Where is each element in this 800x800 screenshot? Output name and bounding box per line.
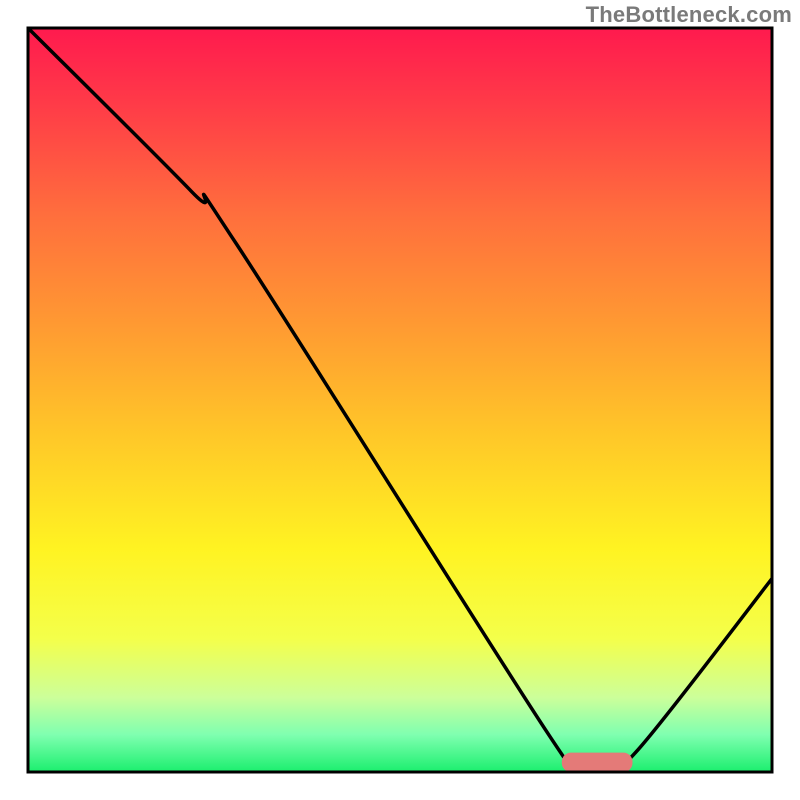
- bottleneck-curve-chart: [0, 0, 800, 800]
- plot-area: [28, 28, 772, 783]
- optimal-marker-bar: [562, 753, 633, 772]
- chart-container: { "watermark": { "text": "TheBottleneck.…: [0, 0, 800, 800]
